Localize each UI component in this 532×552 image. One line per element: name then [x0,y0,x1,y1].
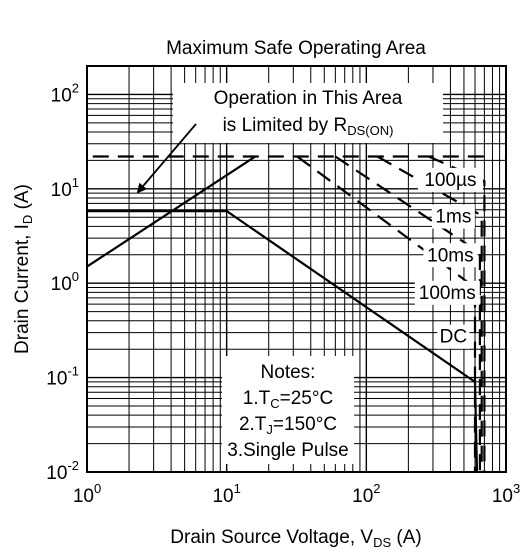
series-100s-line [428,155,486,472]
rds-annotation-line2: is Limited by RDS(ON) [223,115,394,138]
notes-box [222,356,354,464]
notes-title: Notes: [261,362,316,383]
curve-label: 100ms [419,283,476,304]
curve-label-bg [417,167,483,192]
annotation-arrow [136,123,197,194]
curve-label-bg [423,243,478,268]
curve-label-bg [431,204,475,229]
curve-label-bg [437,324,470,349]
y-tick-label: 101 [51,175,79,201]
x-tick-label: 103 [492,481,520,507]
series-10ms-line [334,155,481,472]
label-boxes [173,83,443,464]
series-1ms-line [376,155,483,472]
curve-label: 1ms [435,207,471,228]
curve-labels: 100µs 1ms 10ms 100ms DC [414,167,483,349]
y-tick-label: 100 [51,269,79,295]
plot-frame [86,65,507,473]
curve-label: DC [440,327,467,348]
curve-label-bg [414,280,480,305]
x-tick-label: 100 [73,481,101,507]
note-1: 1.TC=25°C [243,388,333,411]
note-2: 2.TJ=150°C [239,414,337,437]
curves [86,155,486,473]
curve-label: 100µs [424,170,476,191]
annotation-box [173,83,443,143]
y-axis-label: Drain Current, ID (A) [12,184,35,354]
y-tick-label: 10-2 [46,458,79,484]
x-axis-label: Drain Source Voltage, VDS (A) [170,527,421,550]
x-tick-label: 102 [352,481,380,507]
y-tick-label: 102 [51,80,79,106]
note-3: 3.Single Pulse [227,440,348,461]
x-tick-label: 101 [212,481,240,507]
curve-label: 10ms [427,245,473,266]
rds-annotation-line1: Operation in This Area [214,88,403,109]
y-tick-label: 10-1 [46,364,79,390]
chart-title: Maximum Safe Operating Area [166,38,426,59]
tick-labels: 100 101 102 103 10-2 10-1 100 101 102 [46,80,520,507]
